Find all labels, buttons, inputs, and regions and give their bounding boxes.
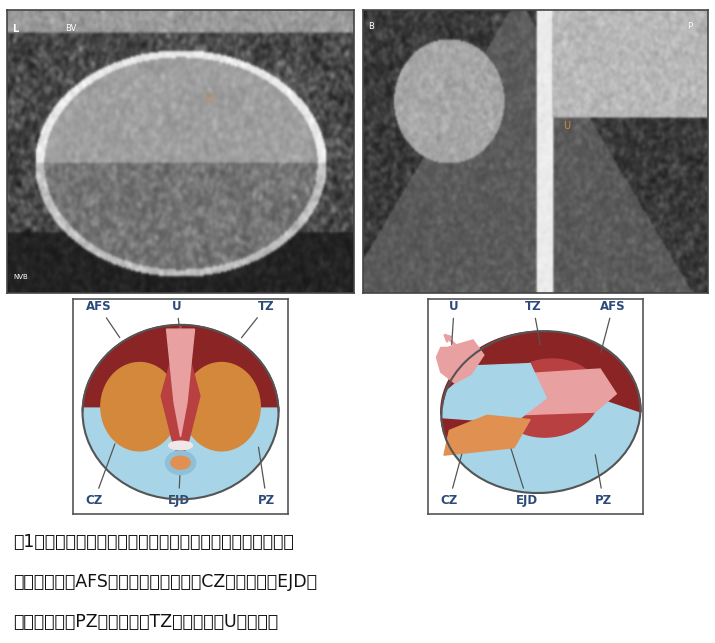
Ellipse shape [522,376,571,412]
Ellipse shape [498,359,599,437]
Text: P: P [687,22,692,31]
Polygon shape [440,363,546,423]
Polygon shape [82,325,279,412]
Text: TZ: TZ [242,300,275,338]
Text: PZ: PZ [258,447,275,507]
Text: U: U [172,300,182,334]
Polygon shape [444,415,530,455]
Text: AFS: AFS [86,300,119,338]
Text: CZ: CZ [86,444,115,507]
Text: AFS: AFS [600,300,626,352]
Text: U: U [563,121,571,131]
Text: EJD: EJD [510,444,538,507]
Ellipse shape [82,325,279,500]
Text: PZ: PZ [595,455,612,507]
Text: 射精管，PZ：周邊區，TZ：移行區，U：尿道）: 射精管，PZ：周邊區，TZ：移行區，U：尿道） [13,613,278,631]
Polygon shape [440,331,641,449]
Polygon shape [167,329,194,437]
Text: U: U [449,300,459,345]
Ellipse shape [171,457,190,469]
Ellipse shape [101,363,178,451]
Text: TZ: TZ [525,300,541,345]
Text: 圖1：攝護腺解剖構造與超音波圖示（左圖為橫切面，右圖為: 圖1：攝護腺解剖構造與超音波圖示（左圖為橫切面，右圖為 [13,532,294,550]
Text: 縱切面。AFS：前纖維肌瘤基質，CZ：中央區，EJD：: 縱切面。AFS：前纖維肌瘤基質，CZ：中央區，EJD： [13,573,317,591]
Text: NVB: NVB [14,274,29,280]
Text: B: B [368,22,375,31]
Text: CZ: CZ [440,431,468,507]
Polygon shape [444,369,616,417]
Text: 12: 12 [204,95,214,104]
Polygon shape [161,325,200,463]
Ellipse shape [441,331,641,493]
Polygon shape [436,340,484,383]
Text: EJD: EJD [167,466,189,507]
Ellipse shape [165,451,196,475]
Ellipse shape [183,363,260,451]
Ellipse shape [169,441,192,450]
Text: BV: BV [66,24,77,33]
Text: L: L [12,24,19,35]
